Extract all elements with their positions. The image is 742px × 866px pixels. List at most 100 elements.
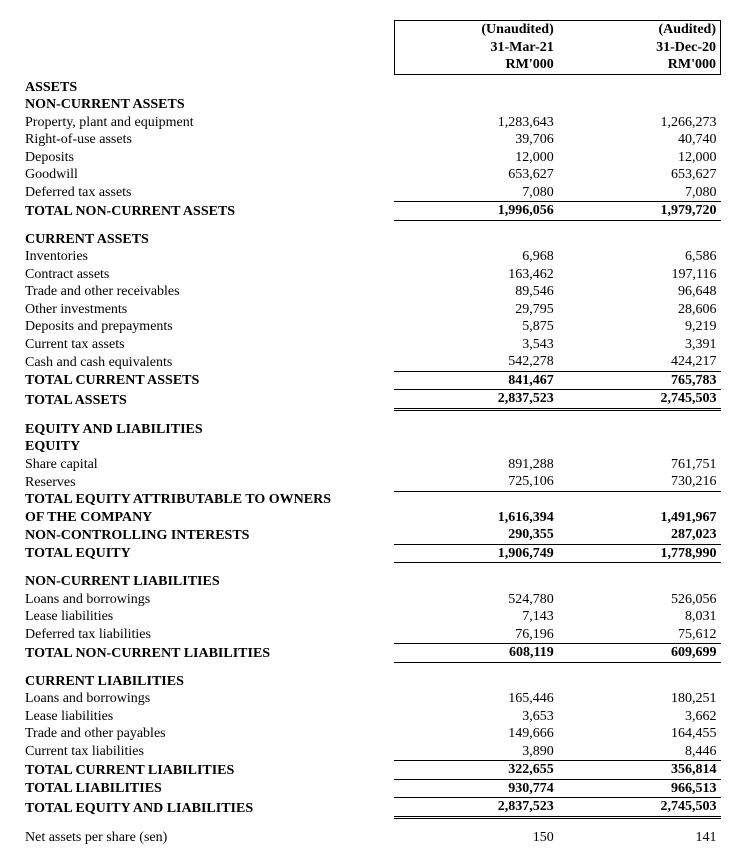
row-label: Trade and other payables (21, 725, 394, 743)
row-total-value: 841,467 (394, 371, 558, 390)
row-value: 89,546 (394, 283, 558, 301)
row-label: Other investments (21, 301, 394, 319)
section-cl: CURRENT LIABILITIES (21, 673, 394, 691)
row-label: Deferred tax liabilities (21, 626, 394, 644)
row-label: Deposits and prepayments (21, 318, 394, 336)
row-value: 8,446 (558, 743, 721, 761)
row-total-label: TOTAL LIABILITIES (21, 779, 394, 798)
row-total-label: TOTAL CURRENT LIABILITIES (21, 761, 394, 780)
col2-unit: RM'000 (558, 56, 721, 74)
row-total-value: 966,513 (558, 779, 721, 798)
row-label: Property, plant and equipment (21, 114, 394, 132)
row-label: Goodwill (21, 166, 394, 184)
row-label: Current tax assets (21, 336, 394, 354)
row-total-label: TOTAL EQUITY AND LIABILITIES (21, 798, 394, 818)
col2-status: (Audited) (558, 21, 721, 39)
row-value: 424,217 (558, 353, 721, 371)
row-value: 9,219 (558, 318, 721, 336)
row-value: 542,278 (394, 353, 558, 371)
row-value: 76,196 (394, 626, 558, 644)
row-total-value: 609,699 (558, 644, 721, 663)
row-value: 28,606 (558, 301, 721, 319)
row-label: Contract assets (21, 266, 394, 284)
row-total-label: TOTAL NON-CURRENT LIABILITIES (21, 644, 394, 663)
row-label: Current tax liabilities (21, 743, 394, 761)
financial-table: (Unaudited) (Audited) 31-Mar-21 31-Dec-2… (21, 20, 721, 846)
row-total-label: NON-CONTROLLING INTERESTS (21, 526, 394, 544)
row-value: 39,706 (394, 131, 558, 149)
row-total-label: TOTAL EQUITY ATTRIBUTABLE TO OWNERS (21, 491, 394, 509)
row-total-value: 1,616,394 (394, 509, 558, 527)
row-value: 524,780 (394, 591, 558, 609)
row-value: 7,080 (394, 184, 558, 202)
row-value: 653,627 (558, 166, 721, 184)
row-value: 5,875 (394, 318, 558, 336)
row-value: 761,751 (558, 456, 721, 474)
row-value: 730,216 (558, 473, 721, 491)
row-total-value: 930,774 (394, 779, 558, 798)
row-value: 165,446 (394, 690, 558, 708)
row-label: Loans and borrowings (21, 690, 394, 708)
row-value: 197,116 (558, 266, 721, 284)
row-value: 180,251 (558, 690, 721, 708)
row-label: Trade and other receivables (21, 283, 394, 301)
row-total-value: 287,023 (558, 526, 721, 544)
section-el: EQUITY AND LIABILITIES (21, 421, 394, 439)
row-total-label: OF THE COMPANY (21, 509, 394, 527)
row-value: 40,740 (558, 131, 721, 149)
col1-status: (Unaudited) (394, 21, 558, 39)
row-total-value: 1,778,990 (558, 544, 721, 563)
row-total-label: TOTAL ASSETS (21, 390, 394, 410)
section-nca: NON-CURRENT ASSETS (21, 96, 394, 114)
col1-date: 31-Mar-21 (394, 39, 558, 57)
section-ca: CURRENT ASSETS (21, 231, 394, 249)
row-value: 3,662 (558, 708, 721, 726)
row-value: 164,455 (558, 725, 721, 743)
row-value: 7,080 (558, 184, 721, 202)
row-label: Share capital (21, 456, 394, 474)
row-value: 7,143 (394, 608, 558, 626)
row-value: 1,283,643 (394, 114, 558, 132)
row-value: 891,288 (394, 456, 558, 474)
row-total-value: 2,837,523 (394, 798, 558, 818)
section-ncl: NON-CURRENT LIABILITIES (21, 573, 394, 591)
row-label: Reserves (21, 473, 394, 491)
row-total-value: 765,783 (558, 371, 721, 390)
row-value: 149,666 (394, 725, 558, 743)
row-total-value: 1,491,967 (558, 509, 721, 527)
row-value: 526,056 (558, 591, 721, 609)
row-total-value: 290,355 (394, 526, 558, 544)
row-value: 6,586 (558, 248, 721, 266)
row-label: Deposits (21, 149, 394, 167)
row-label: Lease liabilities (21, 608, 394, 626)
row-value: 163,462 (394, 266, 558, 284)
row-value: 1,266,273 (558, 114, 721, 132)
row-value: 3,543 (394, 336, 558, 354)
row-total-value: 2,837,523 (394, 390, 558, 410)
row-label: Deferred tax assets (21, 184, 394, 202)
row-label: Net assets per share (sen) (21, 829, 394, 847)
row-label: Loans and borrowings (21, 591, 394, 609)
row-value: 75,612 (558, 626, 721, 644)
row-label: Lease liabilities (21, 708, 394, 726)
row-value: 29,795 (394, 301, 558, 319)
row-total-label: TOTAL EQUITY (21, 544, 394, 563)
row-value: 3,391 (558, 336, 721, 354)
row-total-value: 608,119 (394, 644, 558, 663)
row-value: 12,000 (558, 149, 721, 167)
row-value: 725,106 (394, 473, 558, 491)
row-total-value: 322,655 (394, 761, 558, 780)
row-total-value: 1,906,749 (394, 544, 558, 563)
row-total-label: TOTAL NON-CURRENT ASSETS (21, 202, 394, 221)
row-value: 141 (558, 829, 721, 847)
row-value: 12,000 (394, 149, 558, 167)
col2-date: 31-Dec-20 (558, 39, 721, 57)
row-total-value: 2,745,503 (558, 390, 721, 410)
row-label: Cash and cash equivalents (21, 353, 394, 371)
row-value: 6,968 (394, 248, 558, 266)
col1-unit: RM'000 (394, 56, 558, 74)
row-total-value: 1,996,056 (394, 202, 558, 221)
row-total-value: 2,745,503 (558, 798, 721, 818)
section-assets: ASSETS (21, 79, 394, 97)
row-value: 96,648 (558, 283, 721, 301)
